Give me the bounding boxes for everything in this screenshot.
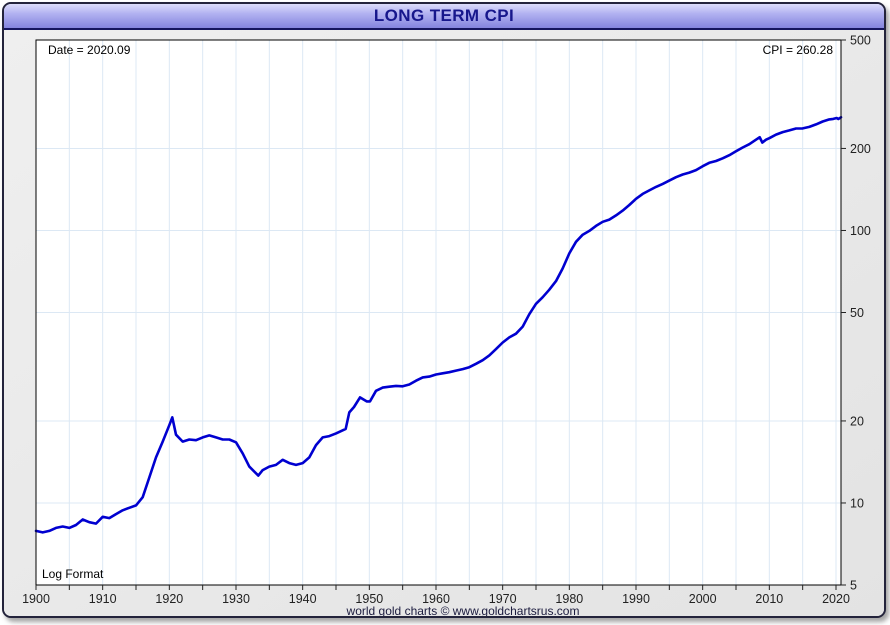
x-axis-label: 1970 — [489, 592, 517, 606]
x-axis-label: 1990 — [622, 592, 650, 606]
chart-canvas: 1900 1910 1920 1930 1940 1950 1960 1970 1980 1990… — [22, 34, 871, 607]
x-axis-label: 2000 — [689, 592, 717, 606]
y-axis-label: 200 — [850, 142, 871, 156]
x-axis-label: 1910 — [89, 592, 117, 606]
page-title: LONG TERM CPI — [373, 6, 515, 25]
y-axis-label: 100 — [850, 224, 871, 238]
app-window: LONG TERM CPI 1900 1910 1920 1930 1940 1950 19… — [2, 2, 886, 618]
x-axis-label: 1900 — [22, 592, 50, 606]
x-axis-label: 2020 — [822, 592, 850, 606]
cpi-readout: CPI = 260.28 — [762, 43, 833, 57]
log-format-label: Log Format — [42, 567, 104, 581]
y-axis-label: 50 — [850, 306, 864, 320]
footer-credit: world gold charts © www.goldchartsrus.co… — [346, 604, 580, 618]
title-bar: LONG TERM CPI — [4, 4, 884, 30]
y-axis-label: 500 — [850, 34, 871, 48]
x-axis-label: 1950 — [355, 592, 383, 606]
x-axis-label: 1920 — [155, 592, 183, 606]
x-axis-label: 2010 — [755, 592, 783, 606]
chart-surround: 1900 1910 1920 1930 1940 1950 1960 1970 1980 1990… — [4, 30, 884, 616]
x-axis-label: 1960 — [422, 592, 450, 606]
x-axis-label: 1980 — [555, 592, 583, 606]
y-axis-label: 20 — [850, 414, 864, 428]
y-axis-label: 5 — [850, 579, 857, 593]
x-axis-label: 1930 — [222, 592, 250, 606]
x-axis-label: 1940 — [289, 592, 317, 606]
date-readout: Date = 2020.09 — [48, 43, 131, 57]
y-axis-label: 10 — [850, 496, 864, 510]
cpi-line-series — [34, 116, 843, 534]
